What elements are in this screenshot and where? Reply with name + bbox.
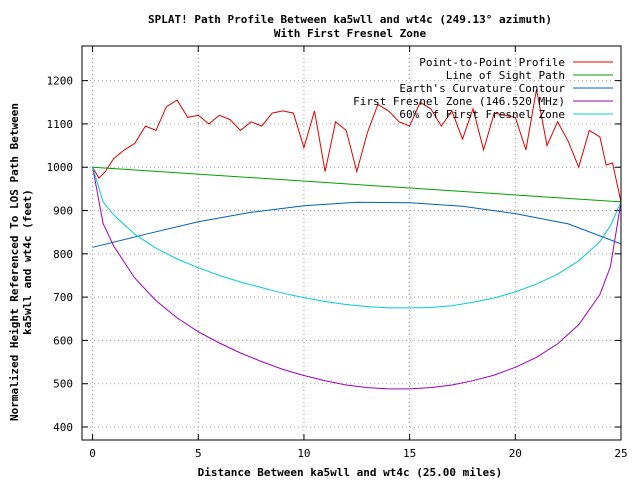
legend-label: Line of Sight Path xyxy=(446,69,565,82)
axes: 400 500 600 700 800 900 1000 1100 1200 0 5 10 15 20 25 xyxy=(47,46,628,460)
legend-label: 60% of First Fresnel Zone xyxy=(399,108,565,121)
x-axis-label: Distance Between ka5wll and wt4c (25.00 … xyxy=(198,466,503,479)
x-tick-label: 15 xyxy=(403,447,416,460)
x-tick-label: 10 xyxy=(297,447,310,460)
y-tick-label: 700 xyxy=(53,291,73,304)
chart-subtitle: With First Fresnel Zone xyxy=(274,27,427,40)
y-tick-label: 1100 xyxy=(47,118,74,131)
x-tick-label: 20 xyxy=(509,447,522,460)
legend-label: Earth's Curvature Contour xyxy=(399,82,565,95)
chart-title: SPLAT! Path Profile Between ka5wll and w… xyxy=(148,13,552,26)
y-tick-label: 900 xyxy=(53,205,73,218)
y-tick-label: 1000 xyxy=(47,161,74,174)
x-tick-label: 5 xyxy=(195,447,202,460)
x-tick-label: 0 xyxy=(89,447,96,460)
y-tick-label: 400 xyxy=(53,421,73,434)
y-tick-label: 600 xyxy=(53,334,73,347)
y-tick-label: 1200 xyxy=(47,75,74,88)
y-tick-label: 800 xyxy=(53,248,73,261)
series-line-of-sight-path-line xyxy=(92,166,622,203)
y-axis-label-line2: ka5wll and wt4c (feet) xyxy=(21,189,34,335)
series-earth-s-curvature-contour-line xyxy=(92,201,622,248)
legend-label: First Fresnel Zone (146.520 MHz) xyxy=(353,95,565,108)
y-axis-label: Normalized Height Referenced To LOS Path… xyxy=(8,103,21,421)
series-lines xyxy=(92,89,622,390)
legend-label: Point-to-Point Profile xyxy=(419,56,565,69)
plot-frame xyxy=(81,45,622,441)
series-point-to-point-profile-line xyxy=(92,89,622,203)
series-first-fresnel-zone-146-520-mhz-line xyxy=(92,167,622,390)
y-tick-label: 500 xyxy=(53,378,73,391)
series-60-of-first-fresnel-zone-line xyxy=(92,167,622,309)
x-tick-label: 25 xyxy=(614,447,627,460)
